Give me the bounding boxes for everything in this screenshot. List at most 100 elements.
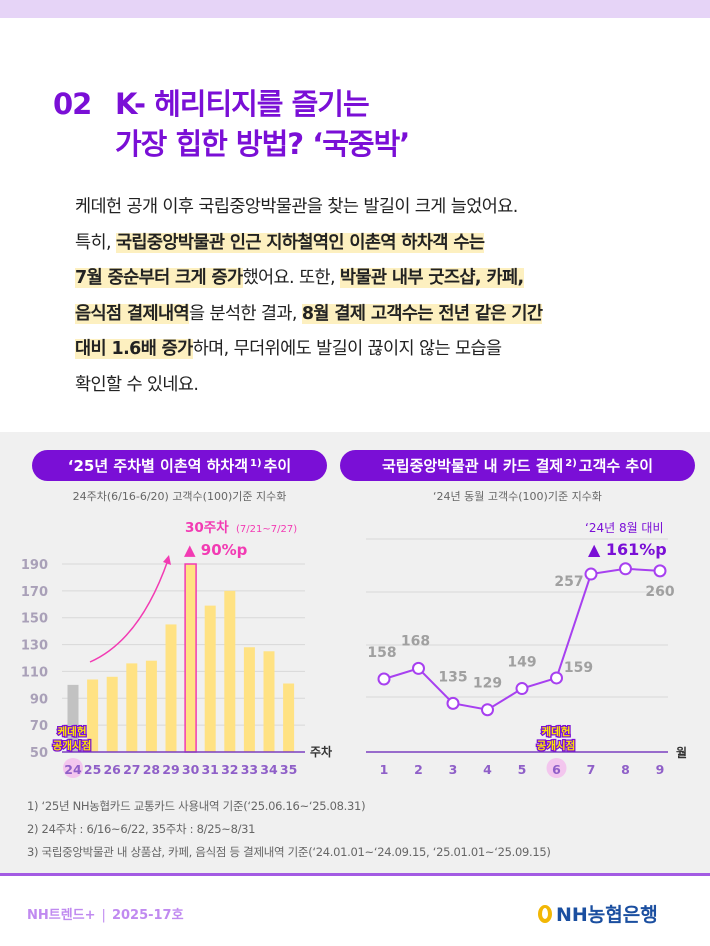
body-line: 7월 중순부터 크게 증가했어요. 또한, 박물관 내부 굿즈샵, 카페, xyxy=(75,261,542,297)
publication-name: NH트렌드+ xyxy=(27,908,96,923)
body-text: 케데헌 공개 이후 국립중앙박물관을 찾는 발길이 크게 늘었어요. 특히, 국립… xyxy=(75,190,543,404)
charts: ‘25년 주차별 이촌역 하차객 1) 추이 24주차(6/16-6/20) 고객수(… xyxy=(21,450,695,778)
bar xyxy=(126,663,138,752)
body-text-segment: 을 분석한 결과, xyxy=(189,303,302,324)
data-point xyxy=(584,567,598,581)
x-tick-label: 31 xyxy=(201,762,218,777)
y-tick-label: 90 xyxy=(30,692,48,707)
data-label: 159 xyxy=(564,660,593,676)
data-point xyxy=(412,661,425,675)
footnotes: 1) ‘25년 NH농협카드 교통카드 사용내역 기준(‘25.06.16~‘2… xyxy=(27,795,551,864)
y-tick-label: 150 xyxy=(21,612,48,627)
data-point xyxy=(619,562,632,576)
title-line-1: K- 헤리티지를 즐기는 xyxy=(115,87,370,121)
highlighted-text: 박물관 내부 굿즈샵, 카페, xyxy=(339,268,524,288)
highlight-circle xyxy=(63,758,83,778)
bar xyxy=(224,590,236,752)
x-tick-label: 5 xyxy=(518,762,527,777)
bar xyxy=(67,684,79,752)
trend-arrow-icon xyxy=(89,559,169,663)
annotation-label: ‘24년 8월 대비 xyxy=(585,521,664,535)
x-tick-label: 2 xyxy=(414,762,423,777)
x-tick-label: 27 xyxy=(123,762,140,777)
x-tick-label: 33 xyxy=(241,762,258,777)
body-text-segment: 확인할 수 있네요. xyxy=(75,374,199,395)
chart-title: 국립중앙박물관 내 카드 결제 2) 고객수 추이 xyxy=(382,457,653,475)
highlighted-text: 음식점 결제내역 xyxy=(75,303,190,324)
annotation-change: ▲ 161%p xyxy=(588,540,667,559)
chart-subtitle: 24주차(6/16-6/20) 고객수(100)기준 지수화 xyxy=(73,490,287,503)
highlighted-text: 국립중앙박물관 인근 지하철역인 이촌역 하차객 수는 xyxy=(115,232,485,253)
separator: | xyxy=(101,908,106,923)
title-sup: 1) xyxy=(250,458,262,469)
x-tick-label: 4 xyxy=(483,762,492,777)
annotation-range: (7/21~7/27) xyxy=(236,524,297,535)
nh-logo-icon xyxy=(538,904,552,923)
highlighted-text: 대비 1.6배 증가 xyxy=(75,339,193,359)
highlighted-text: 7월 중순부터 크게 증가 xyxy=(75,268,243,288)
bar xyxy=(87,679,99,752)
bar xyxy=(204,605,216,752)
event-marker-label: 공개시점 xyxy=(53,739,92,752)
x-axis-label: 주차 xyxy=(310,744,332,759)
highlighted-text: 8월 결제 고객수는 전년 같은 기간 xyxy=(301,303,543,324)
chart-title-pill xyxy=(32,450,327,481)
footnote: 3) 국립중앙박물관 내 상품샵, 카페, 음식점 등 결제내역 기준(‘24.… xyxy=(27,845,551,859)
section-number: 02 xyxy=(53,87,92,121)
data-point xyxy=(446,696,460,710)
nh-bank-logo: NH농협은행 xyxy=(538,900,658,927)
event-marker-label: 케데헌 xyxy=(542,725,571,738)
logo-text: NH농협은행 xyxy=(556,904,658,926)
top-band xyxy=(0,0,710,18)
body-line: 확인할 수 있네요. xyxy=(75,368,542,404)
title-tail: 고객수 추이 xyxy=(579,457,653,475)
body-text-segment: 특히, xyxy=(75,232,116,253)
footnote: 1) ‘25년 NH농협카드 교통카드 사용내역 기준(‘25.06.16~‘2… xyxy=(27,799,366,813)
chart-panel xyxy=(0,432,710,876)
x-tick-label: 25 xyxy=(84,762,101,777)
y-tick-label: 130 xyxy=(21,639,48,654)
bar xyxy=(165,624,177,752)
bar xyxy=(243,647,255,752)
body-text-segment: 케데헌 공개 이후 국립중앙박물관을 찾는 발길이 크게 늘었어요. xyxy=(75,197,518,217)
event-marker-label: 케데헌 xyxy=(58,725,87,738)
y-tick-label: 70 xyxy=(30,719,48,734)
data-label: 135 xyxy=(438,669,467,685)
x-tick-label: 28 xyxy=(143,762,160,777)
data-point xyxy=(481,703,494,717)
data-label: 260 xyxy=(645,584,674,600)
x-tick-label: 32 xyxy=(221,762,238,777)
data-point xyxy=(377,672,391,686)
highlight-circle xyxy=(546,758,567,778)
x-tick-label: 24 xyxy=(64,762,82,777)
x-tick-label: 6 xyxy=(552,762,561,777)
x-tick-label: 7 xyxy=(587,762,596,777)
y-tick-label: 170 xyxy=(21,585,48,600)
x-tick-label: 35 xyxy=(280,762,297,777)
chart-title: ‘25년 주차별 이촌역 하차객 1) 추이 xyxy=(68,457,291,475)
bar xyxy=(106,676,118,752)
x-tick-label: 8 xyxy=(621,762,630,777)
data-point xyxy=(653,564,667,578)
title-line-2: 가장 힙한 방법? ‘국중박’ xyxy=(115,127,410,161)
x-tick-label: 9 xyxy=(656,762,665,777)
chart-subtitle: ‘24년 동월 고객수(100)기준 지수화 xyxy=(433,490,602,503)
x-tick-label: 29 xyxy=(162,762,179,777)
title-tail: 추이 xyxy=(264,457,292,475)
body-line: 대비 1.6배 증가하며, 무더위에도 발길이 끊이지 않는 모습을 xyxy=(75,332,542,368)
body-text-segment: 했어요. 또한, xyxy=(242,268,340,288)
arrow-head-icon xyxy=(163,555,171,565)
data-point xyxy=(550,671,563,685)
data-point xyxy=(515,682,529,696)
x-tick-label: 1 xyxy=(380,762,389,777)
title: ‘25년 주차별 이촌역 하차객 xyxy=(68,457,248,475)
page-title: 02 K- 헤리티지를 즐기는 가장 힙한 방법? ‘국중박’ xyxy=(53,84,410,164)
title-sup: 2) xyxy=(565,458,577,469)
title: 국립중앙박물관 내 카드 결제 xyxy=(382,457,563,475)
y-tick-label: 110 xyxy=(21,665,48,680)
footnote: 2) 24주차 : 6/16~6/22, 35주차 : 8/25~8/31 xyxy=(27,822,256,836)
annotation-week: 30주차 xyxy=(185,520,229,536)
bar xyxy=(184,563,197,753)
body-text-segment: 하며, 무더위에도 발길이 끊이지 않는 모습을 xyxy=(192,339,502,359)
publication-info: NH트렌드+ | 2025-17호 xyxy=(27,904,184,923)
